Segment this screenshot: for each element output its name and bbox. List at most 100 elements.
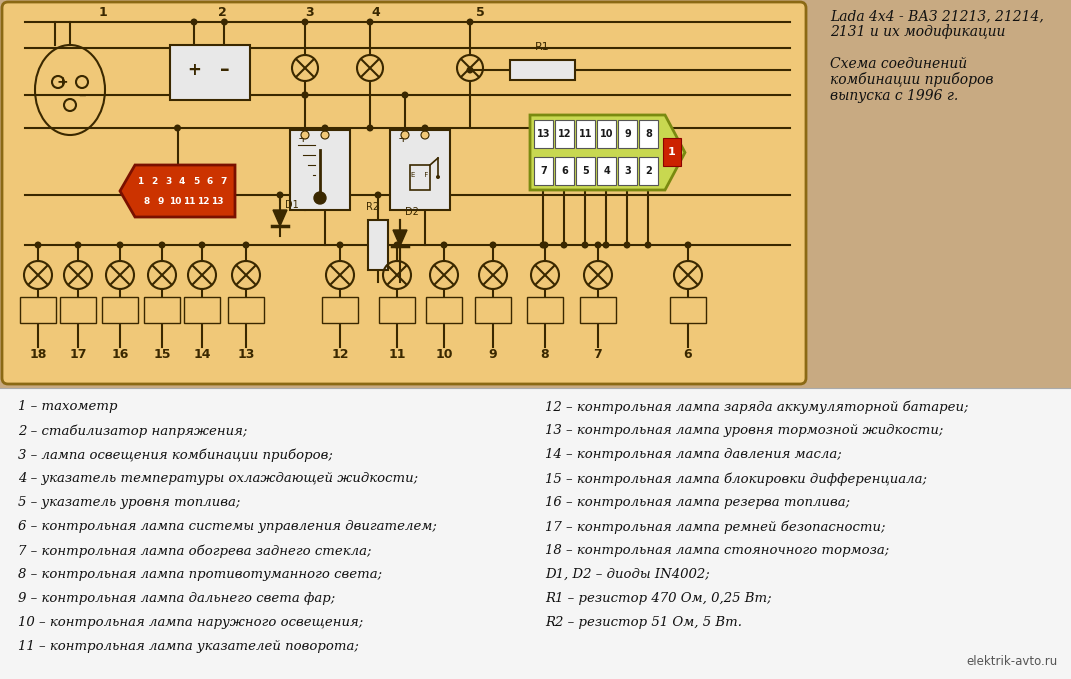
Text: 15: 15 <box>153 348 170 361</box>
Text: 16 – контрольная лампа резерва топлива;: 16 – контрольная лампа резерва топлива; <box>545 496 850 509</box>
Bar <box>555 157 574 185</box>
Circle shape <box>301 131 310 139</box>
Circle shape <box>366 124 374 132</box>
Text: 11: 11 <box>578 129 592 139</box>
Text: –: – <box>220 60 229 79</box>
Text: 5: 5 <box>476 5 484 18</box>
Text: 12: 12 <box>558 129 571 139</box>
Text: R1 – резистор 470 Ом, 0,25 Вт;: R1 – резистор 470 Ом, 0,25 Вт; <box>545 592 771 605</box>
Text: 10: 10 <box>435 348 453 361</box>
Text: 13: 13 <box>211 196 223 206</box>
Text: 1: 1 <box>668 147 676 157</box>
Circle shape <box>467 67 473 73</box>
Bar <box>290 130 350 210</box>
Circle shape <box>645 242 651 249</box>
Text: 9 – контрольная лампа дальнего света фар;: 9 – контрольная лампа дальнего света фар… <box>18 592 335 605</box>
Bar <box>410 165 429 190</box>
Bar <box>510 60 575 80</box>
Text: –: – <box>78 88 86 103</box>
Bar <box>639 157 658 185</box>
Bar <box>580 297 616 323</box>
Bar <box>670 297 706 323</box>
Text: 3: 3 <box>165 177 171 185</box>
Bar <box>555 120 574 148</box>
Text: 11 – контрольная лампа указателей поворота;: 11 – контрольная лампа указателей поворо… <box>18 640 359 653</box>
Bar <box>60 297 96 323</box>
Text: 3: 3 <box>305 5 314 18</box>
Circle shape <box>603 242 609 249</box>
Text: +: + <box>298 132 308 145</box>
Text: 1 – тахометр: 1 – тахометр <box>18 400 118 413</box>
Text: D1: D1 <box>285 200 299 210</box>
Circle shape <box>117 242 123 249</box>
Bar <box>379 297 414 323</box>
Bar <box>144 297 180 323</box>
Bar <box>102 297 138 323</box>
Text: комбинации приборов: комбинации приборов <box>830 72 994 87</box>
Text: 2 – стабилизатор напряжения;: 2 – стабилизатор напряжения; <box>18 424 247 437</box>
Circle shape <box>401 131 409 139</box>
Circle shape <box>594 242 602 249</box>
Circle shape <box>174 124 181 132</box>
Text: 13: 13 <box>238 348 255 361</box>
Bar <box>576 157 595 185</box>
Bar <box>170 45 250 100</box>
Text: 9: 9 <box>488 348 497 361</box>
Polygon shape <box>273 210 287 226</box>
Circle shape <box>242 242 250 249</box>
Bar <box>618 120 637 148</box>
Bar <box>368 220 388 270</box>
Circle shape <box>75 242 81 249</box>
Circle shape <box>314 192 326 204</box>
Text: 18: 18 <box>29 348 47 361</box>
Text: 3: 3 <box>624 166 631 176</box>
Text: 5: 5 <box>583 166 589 176</box>
Text: D2: D2 <box>405 207 419 217</box>
Text: +: + <box>187 60 201 79</box>
Text: 5: 5 <box>193 177 199 185</box>
Bar <box>322 297 358 323</box>
Text: 11: 11 <box>183 196 195 206</box>
Text: выпуска с 1996 г.: выпуска с 1996 г. <box>830 89 959 103</box>
Text: Lada 4x4 - ВАЗ 21213, 21214,: Lada 4x4 - ВАЗ 21213, 21214, <box>830 9 1044 23</box>
Text: 7: 7 <box>540 166 547 176</box>
Circle shape <box>375 191 381 198</box>
Text: 1: 1 <box>99 5 107 18</box>
Circle shape <box>402 92 408 98</box>
Bar <box>534 157 553 185</box>
Bar <box>597 120 616 148</box>
Text: 8: 8 <box>144 196 150 206</box>
Circle shape <box>582 242 588 249</box>
Text: 10: 10 <box>169 196 181 206</box>
Text: 17: 17 <box>70 348 87 361</box>
Text: 2131 и их модификации: 2131 и их модификации <box>830 24 1006 39</box>
Text: 5 – указатель уровня топлива;: 5 – указатель уровня топлива; <box>18 496 240 509</box>
Circle shape <box>221 18 228 26</box>
Circle shape <box>421 131 429 139</box>
Text: 7: 7 <box>593 348 602 361</box>
Text: 7: 7 <box>221 177 227 185</box>
Text: 3 – лампа освещения комбинации приборов;: 3 – лампа освещения комбинации приборов; <box>18 448 333 462</box>
Text: 13 – контрольная лампа уровня тормозной жидкости;: 13 – контрольная лампа уровня тормозной … <box>545 424 944 437</box>
Text: R2: R2 <box>366 202 379 212</box>
Text: 14 – контрольная лампа давления масла;: 14 – контрольная лампа давления масла; <box>545 448 842 461</box>
Polygon shape <box>530 115 685 190</box>
Circle shape <box>436 175 440 179</box>
Bar <box>476 297 511 323</box>
Bar <box>0 388 1071 679</box>
Text: 6 – контрольная лампа системы управления двигателем;: 6 – контрольная лампа системы управления… <box>18 520 437 533</box>
Bar <box>618 157 637 185</box>
Bar <box>390 130 450 210</box>
Circle shape <box>321 124 329 132</box>
Bar <box>228 297 263 323</box>
Circle shape <box>302 92 308 98</box>
Circle shape <box>302 92 308 98</box>
Text: 7 – контрольная лампа обогрева заднего стекла;: 7 – контрольная лампа обогрева заднего с… <box>18 544 372 557</box>
Text: 2: 2 <box>217 5 226 18</box>
Text: 6: 6 <box>207 177 213 185</box>
Text: 13: 13 <box>537 129 550 139</box>
Text: 4: 4 <box>179 177 185 185</box>
Bar <box>576 120 595 148</box>
Text: R2 – резистор 51 Ом, 5 Вт.: R2 – резистор 51 Ом, 5 Вт. <box>545 616 742 629</box>
Circle shape <box>489 242 497 249</box>
